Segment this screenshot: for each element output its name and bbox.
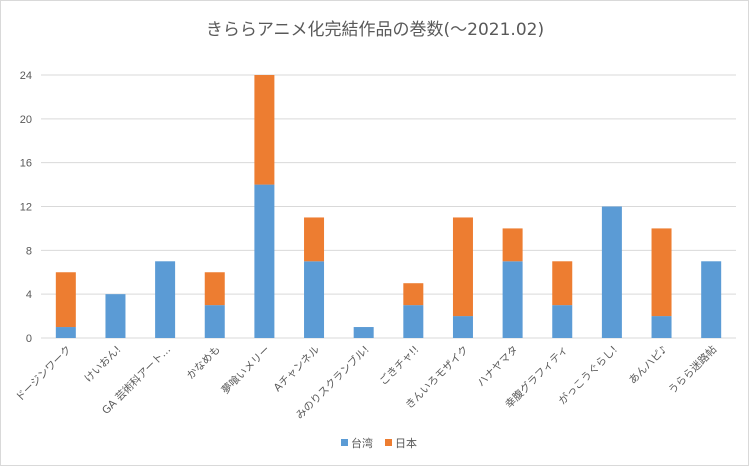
bar-japan-7 <box>403 283 424 306</box>
legend-swatch-japan <box>385 439 392 446</box>
y-axis-tick-labels: 0 4 8 12 16 20 24 <box>20 70 32 345</box>
bars <box>55 75 722 338</box>
bar-japan-4 <box>254 75 275 185</box>
y-tick-label: 4 <box>26 289 32 301</box>
bar-taiwan-7 <box>403 305 424 338</box>
bar-japan-12 <box>651 228 672 317</box>
bar-taiwan-4 <box>254 184 275 338</box>
legend-swatch-taiwan <box>341 439 348 446</box>
x-category-label: あんハピ♪ <box>627 344 670 387</box>
legend-label-taiwan: 台湾 <box>351 436 373 450</box>
bar-japan-8 <box>452 217 473 317</box>
x-category-label: かなめも <box>185 344 223 382</box>
bar-taiwan-10 <box>552 305 573 338</box>
bar-taiwan-13 <box>701 261 722 338</box>
bar-taiwan-5 <box>304 261 325 338</box>
x-category-label: うらら迷路帖 <box>666 343 720 397</box>
bar-japan-0 <box>55 272 76 328</box>
x-category-label: ドージンワーク <box>14 344 74 404</box>
bar-taiwan-12 <box>651 316 672 338</box>
y-tick-label: 16 <box>20 158 32 170</box>
gridlines <box>41 74 736 339</box>
bar-taiwan-0 <box>55 327 76 338</box>
x-category-label: 夢喰いメリー <box>219 343 273 397</box>
x-category-label: ごきチャ!! <box>377 343 422 388</box>
bar-taiwan-8 <box>452 316 473 338</box>
bar-taiwan-9 <box>502 261 523 338</box>
bar-japan-3 <box>204 272 225 306</box>
x-category-label: けいおん! <box>82 344 123 385</box>
x-category-label: Aチャンネル <box>272 344 322 394</box>
bar-taiwan-6 <box>353 327 374 338</box>
y-tick-label: 24 <box>20 70 32 82</box>
chart-title: きららアニメ化完結作品の巻数(～2021.02) <box>206 20 544 40</box>
bar-japan-5 <box>304 217 325 262</box>
x-category-label: ハナヤマタ <box>475 344 521 390</box>
y-tick-label: 20 <box>20 114 32 126</box>
y-tick-label: 0 <box>26 333 32 345</box>
bar-japan-9 <box>502 228 523 262</box>
y-tick-label: 12 <box>20 202 32 214</box>
bar-taiwan-11 <box>601 206 622 338</box>
bar-japan-10 <box>552 261 573 306</box>
legend: 台湾 日本 <box>341 436 417 450</box>
bar-taiwan-2 <box>155 261 176 338</box>
bar-taiwan-3 <box>204 305 225 338</box>
legend-label-japan: 日本 <box>395 436 417 450</box>
bar-taiwan-1 <box>105 294 126 338</box>
y-tick-label: 8 <box>26 245 32 257</box>
